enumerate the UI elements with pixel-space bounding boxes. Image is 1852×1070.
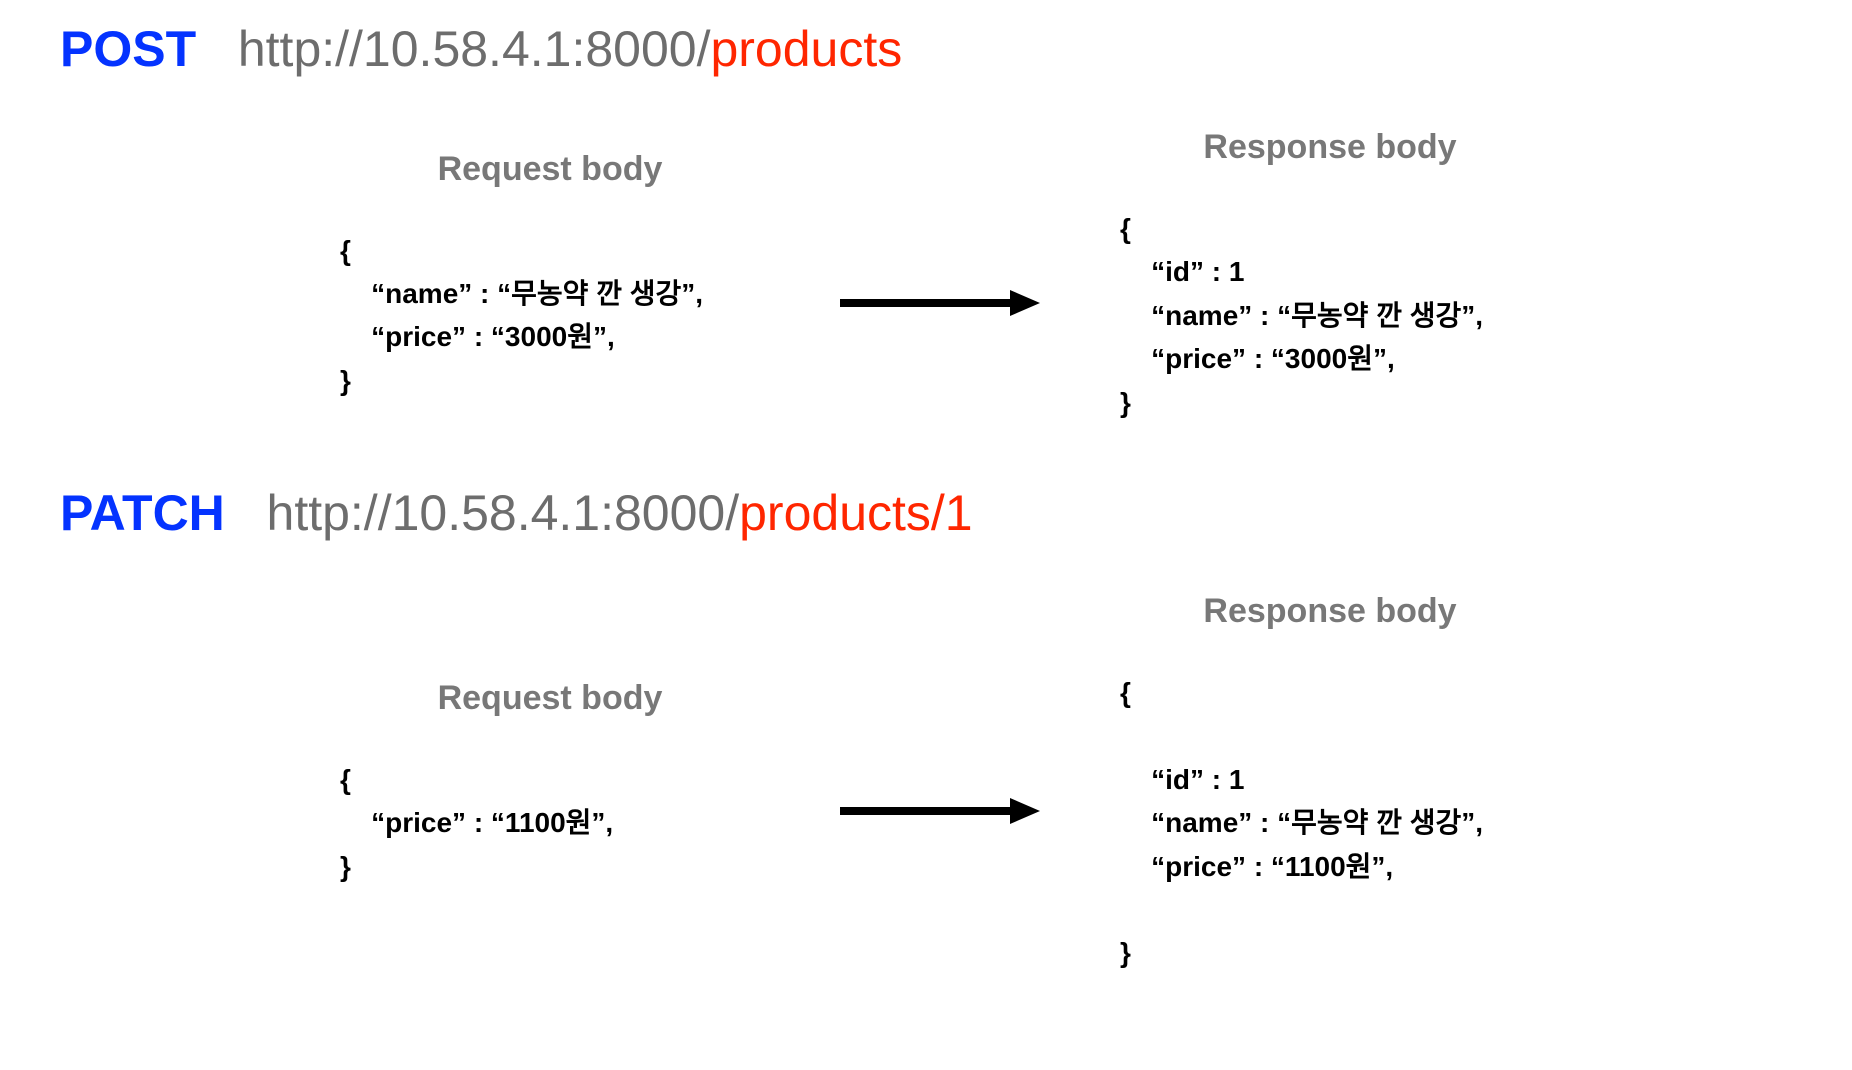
post-arrow-col	[760, 288, 1120, 323]
patch-response-col: Response body { “id” : 1 “name” : “무농약 깐…	[1120, 592, 1540, 975]
patch-url-line: PATCH http://10.58.4.1:8000/products/1	[60, 484, 1792, 542]
post-response-col: Response body { “id” : 1 “name” : “무농약 깐…	[1120, 128, 1540, 424]
post-request-body: { “name” : “무농약 깐 생강”, “price” : “3000원”…	[340, 229, 760, 403]
http-method-post: POST	[60, 21, 196, 77]
post-url-line: POST http://10.58.4.1:8000/products	[60, 20, 1792, 78]
patch-request-body: { “price” : “1100원”, }	[340, 758, 760, 888]
patch-response-label: Response body	[1120, 592, 1540, 631]
patch-request-label: Request body	[340, 679, 760, 718]
arrow-icon	[840, 288, 1040, 318]
arrow-icon	[840, 796, 1040, 826]
post-request-col: Request body { “name” : “무농약 깐 생강”, “pri…	[340, 150, 760, 403]
patch-url-path: products/1	[739, 485, 972, 541]
patch-request-col: Request body { “price” : “1100원”, }	[340, 679, 760, 888]
http-method-patch: PATCH	[60, 485, 225, 541]
patch-arrow-col	[760, 796, 1120, 831]
post-url-base: http://10.58.4.1:8000/	[238, 21, 711, 77]
post-body-row: Request body { “name” : “무농약 깐 생강”, “pri…	[60, 128, 1792, 424]
patch-url-base: http://10.58.4.1:8000/	[267, 485, 740, 541]
post-response-label: Response body	[1120, 128, 1540, 167]
patch-section: PATCH http://10.58.4.1:8000/products/1 R…	[60, 484, 1792, 975]
post-section: POST http://10.58.4.1:8000/products Requ…	[60, 20, 1792, 424]
patch-response-body: { “id” : 1 “name” : “무농약 깐 생강”, “price” …	[1120, 671, 1540, 975]
post-request-label: Request body	[340, 150, 760, 189]
patch-body-row: Request body { “price” : “1100원”, } Resp…	[60, 592, 1792, 975]
post-url-path: products	[710, 21, 902, 77]
post-response-body: { “id” : 1 “name” : “무농약 깐 생강”, “price” …	[1120, 207, 1540, 424]
